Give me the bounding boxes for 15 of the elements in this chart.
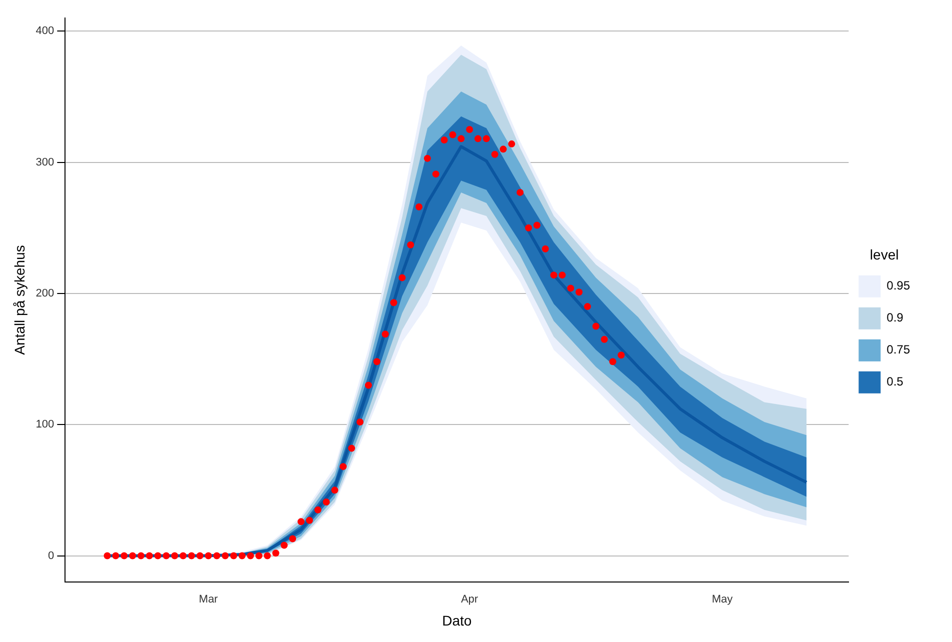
legend-label: 0.95 (886, 278, 910, 293)
legend-label: 0.9 (886, 310, 904, 325)
x-axis-title: Dato (442, 612, 472, 628)
legend-label: 0.5 (886, 374, 904, 389)
x-tick-label: May (712, 594, 734, 606)
y-tick-label: 300 (36, 156, 54, 168)
y-tick-label: 400 (36, 25, 54, 38)
y-tick-label: 100 (36, 418, 54, 431)
y-tick-label: 0 (48, 550, 54, 562)
y-tick-label: 200 (36, 287, 54, 300)
legend-title: level (870, 246, 899, 262)
legend-label: 0.75 (886, 342, 910, 357)
x-tick-label: Mar (198, 594, 218, 606)
y-axis-title: Antall på sykehus (11, 245, 28, 355)
x-tick-label: Apr (460, 594, 478, 606)
